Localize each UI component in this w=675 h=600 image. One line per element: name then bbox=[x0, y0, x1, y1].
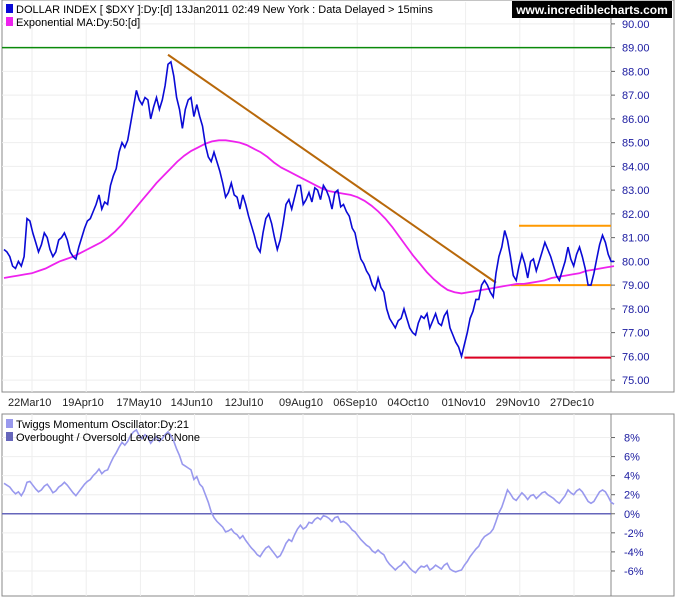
site-link[interactable]: www.incrediblecharts.com bbox=[515, 3, 668, 17]
price-y-tick-label: 89.00 bbox=[622, 43, 650, 55]
oscillator-y-tick-label: 8% bbox=[624, 433, 640, 445]
price-line bbox=[3, 60, 614, 360]
ema-50-line bbox=[3, 139, 615, 295]
price-x-tick-label: 19Apr10 bbox=[62, 397, 104, 409]
site-banner bbox=[512, 1, 672, 18]
price-panel-background bbox=[1, 0, 612, 393]
price-y-tick-label: 77.00 bbox=[622, 328, 650, 340]
price-y-tick-label: 86.00 bbox=[622, 114, 650, 126]
oscillator-y-axis: 8% 6% 4% 2% 0% -2% -4% -6% bbox=[611, 433, 644, 578]
levels-legend-label: Overbought / Oversold Levels:0:None bbox=[16, 432, 200, 444]
downtrend-line bbox=[167, 53, 497, 284]
price-y-tick-label: 79.00 bbox=[622, 280, 650, 292]
price-y-tick-label: 83.00 bbox=[622, 185, 650, 197]
oscillator-legend-swatch bbox=[6, 419, 13, 428]
price-y-axis: 90.00 89.00 88.00 87.00 86.00 85.00 84.00 83.00… bbox=[611, 19, 650, 387]
oscillator-panel-frame-right bbox=[610, 413, 675, 597]
momentum-oscillator-line bbox=[3, 428, 615, 574]
price-x-tick-label: 27Dec10 bbox=[550, 397, 594, 409]
oscillator-y-tick-label: 6% bbox=[624, 452, 640, 464]
oscillator-y-tick-label: 2% bbox=[624, 490, 640, 502]
price-legend-swatch bbox=[6, 4, 13, 13]
oscillator-y-tick-label: -4% bbox=[624, 547, 644, 559]
oscillator-y-tick-label: -2% bbox=[624, 528, 644, 540]
price-legend-label: DOLLAR INDEX [ $DXY ]:Dy:[d] 13Jan2011 0… bbox=[16, 4, 433, 16]
price-y-tick-label: 90.00 bbox=[622, 19, 650, 31]
price-y-tick-label: 80.00 bbox=[622, 256, 650, 268]
price-y-tick-label: 87.00 bbox=[622, 90, 650, 102]
price-x-tick-label: 01Nov10 bbox=[442, 397, 486, 409]
oscillator-legend-label: Twiggs Momentum Oscillator:Dy:21 bbox=[16, 419, 189, 431]
price-y-tick-label: 85.00 bbox=[622, 138, 650, 150]
price-gridlines bbox=[2, 2, 611, 392]
price-x-tick-label: 29Nov10 bbox=[496, 397, 540, 409]
levels-legend-swatch bbox=[6, 432, 13, 441]
price-y-tick-label: 78.00 bbox=[622, 304, 650, 316]
price-x-tick-label: 04Oct10 bbox=[387, 397, 429, 409]
ma-legend-label: Exponential MA:Dy:50:[d] bbox=[16, 17, 140, 29]
price-y-tick-label: 81.00 bbox=[622, 233, 650, 245]
oscillator-series bbox=[2, 428, 615, 574]
oscillator-gridlines bbox=[2, 414, 611, 596]
price-y-tick-label: 82.00 bbox=[622, 209, 650, 221]
ma-legend-swatch bbox=[6, 17, 13, 26]
price-x-axis: 22Mar10 19Apr10 17May10 14Jun10 12Jul10 09Aug… bbox=[8, 397, 594, 409]
oscillator-y-tick-label: -6% bbox=[624, 566, 644, 578]
price-series bbox=[3, 60, 615, 360]
price-x-tick-label: 09Aug10 bbox=[279, 397, 323, 409]
price-y-tick-label: 75.00 bbox=[622, 375, 650, 387]
price-x-tick-label: 22Mar10 bbox=[8, 397, 51, 409]
oscillator-panel-background bbox=[1, 413, 612, 597]
price-panel-frame-right bbox=[610, 0, 675, 393]
price-x-tick-label: 06Sep10 bbox=[333, 397, 377, 409]
price-x-tick-label: 14Jun10 bbox=[171, 397, 213, 409]
price-x-tick-label: 12Jul10 bbox=[225, 397, 264, 409]
oscillator-y-tick-label: 4% bbox=[624, 471, 640, 483]
price-y-tick-label: 88.00 bbox=[622, 66, 650, 78]
price-x-tick-label: 17May10 bbox=[116, 397, 161, 409]
price-annotations bbox=[2, 46, 611, 359]
price-y-tick-label: 76.00 bbox=[622, 351, 650, 363]
price-y-tick-label: 84.00 bbox=[622, 161, 650, 173]
oscillator-y-tick-label: 0% bbox=[624, 509, 640, 521]
